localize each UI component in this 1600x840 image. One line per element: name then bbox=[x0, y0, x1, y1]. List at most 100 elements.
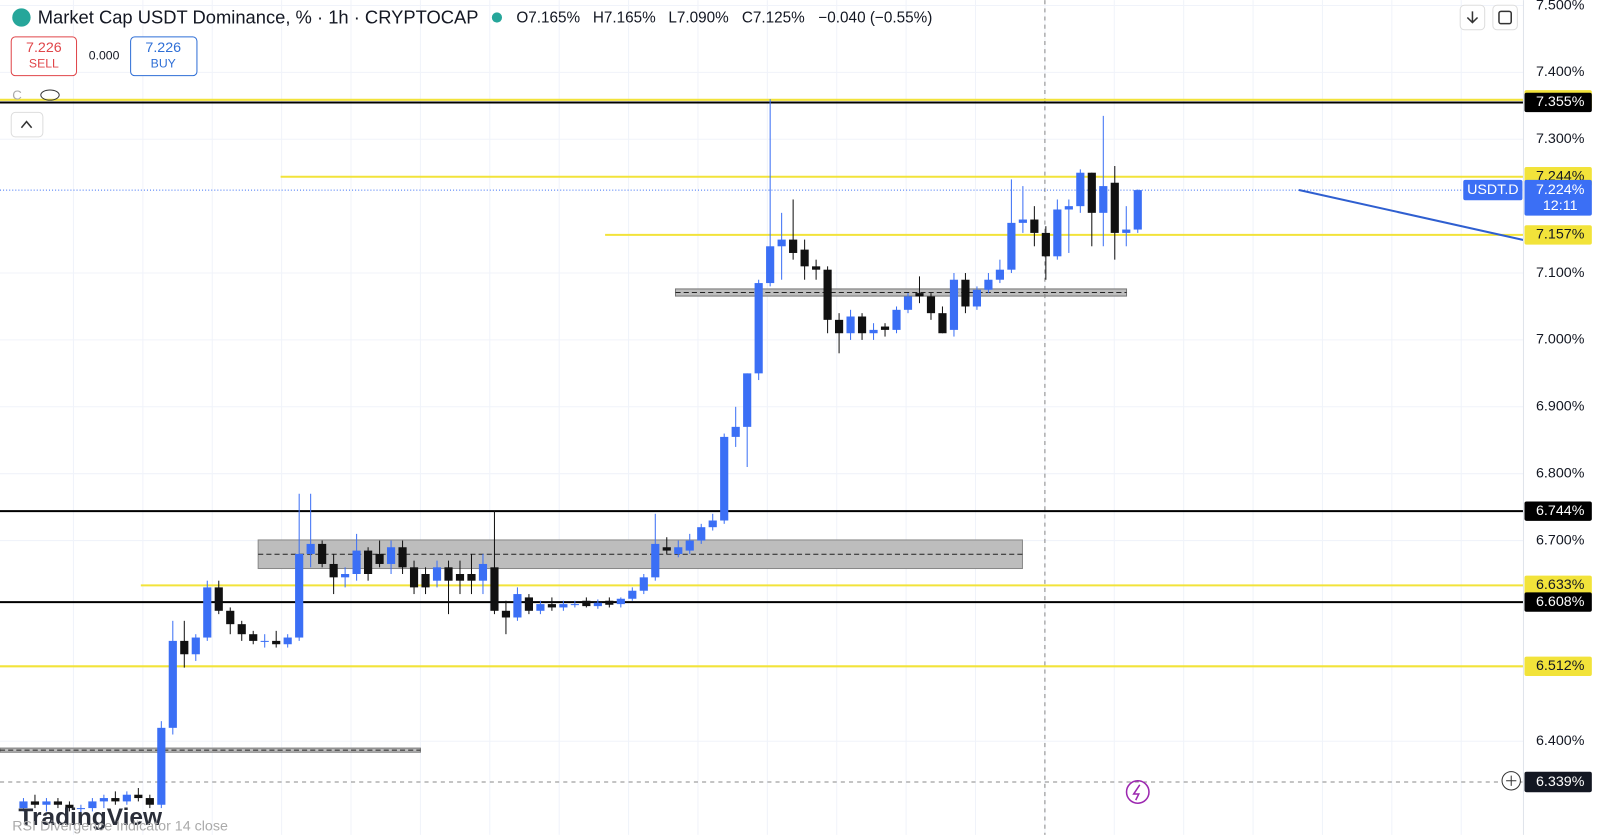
candle-body bbox=[409, 567, 419, 588]
candle-body bbox=[88, 801, 97, 809]
candle-body bbox=[616, 598, 625, 605]
level-label: 7.157% bbox=[1536, 227, 1585, 243]
candle-body bbox=[272, 640, 281, 645]
level-label: 6.633% bbox=[1536, 577, 1585, 593]
collapse-button[interactable] bbox=[10, 111, 44, 138]
candle-body bbox=[938, 313, 947, 334]
candle-body bbox=[892, 309, 901, 330]
candle-body bbox=[605, 600, 614, 605]
candle-body bbox=[1007, 222, 1016, 270]
crosshair-label-box bbox=[1524, 771, 1592, 793]
candle-body bbox=[352, 550, 361, 575]
candle-body bbox=[524, 597, 534, 611]
candle-body bbox=[1053, 209, 1062, 257]
candle-body bbox=[260, 640, 269, 642]
candle-body bbox=[800, 249, 809, 267]
candle-body bbox=[30, 801, 40, 805]
add-icon bbox=[1506, 775, 1517, 786]
candle-body bbox=[708, 520, 717, 528]
candle-body bbox=[662, 547, 671, 551]
fullscreen-button[interactable] bbox=[1492, 4, 1518, 31]
y-tick-label: 7.400% bbox=[1536, 64, 1585, 80]
candle-body bbox=[674, 547, 683, 554]
buy-label: BUY bbox=[151, 57, 176, 71]
candle-body bbox=[1087, 172, 1096, 213]
candle-body bbox=[536, 604, 545, 611]
countdown: 12:11 bbox=[1543, 198, 1578, 214]
price-axis: 7.500% 7.400% 7.300% 7.100% 7.000% 6.900% 6.80… bbox=[1463, 0, 1592, 793]
candle-body bbox=[375, 553, 384, 564]
y-tick-label: 6.400% bbox=[1536, 733, 1585, 749]
candle-body bbox=[593, 602, 602, 607]
level-label: 6.512% bbox=[1536, 658, 1585, 674]
symbol-label: USDT.D bbox=[1467, 182, 1519, 198]
candle-body bbox=[398, 547, 407, 568]
candle-body bbox=[306, 543, 315, 554]
candle-body bbox=[720, 436, 729, 521]
sell-price: 7.226 bbox=[26, 40, 62, 56]
ohlc-low: L7.090% bbox=[668, 10, 729, 27]
last-price-label: 7.224% bbox=[1536, 182, 1585, 198]
y-tick-label: 6.700% bbox=[1536, 532, 1585, 548]
candle-body bbox=[789, 239, 798, 253]
ohlc-open: O7.165% bbox=[516, 10, 580, 27]
candle-body bbox=[19, 801, 28, 809]
candle-body bbox=[191, 637, 200, 655]
chart-title: Market Cap USDT Dominance, % · 1h · CRYP… bbox=[38, 6, 479, 27]
candle-body bbox=[237, 624, 246, 635]
level-label: 6.608% bbox=[1536, 594, 1585, 610]
candle-body bbox=[949, 279, 959, 330]
level-label: 7.355% bbox=[1536, 94, 1585, 110]
candle-body bbox=[53, 801, 63, 805]
y-tick-label: 7.500% bbox=[1536, 0, 1585, 13]
candle-body bbox=[249, 634, 258, 641]
candle-body bbox=[180, 640, 189, 655]
candle-body bbox=[1018, 219, 1027, 223]
y-tick-label: 7.100% bbox=[1536, 265, 1585, 281]
candle-body bbox=[685, 540, 694, 551]
level-label-box bbox=[1524, 656, 1592, 676]
candle-body bbox=[341, 574, 350, 578]
candle-body bbox=[1133, 190, 1142, 230]
candle-body bbox=[214, 587, 223, 611]
candle-body bbox=[386, 547, 396, 564]
candle-body bbox=[547, 604, 556, 608]
candle-body bbox=[295, 553, 304, 638]
buy-button[interactable] bbox=[130, 36, 198, 77]
visibility-icon[interactable] bbox=[40, 89, 60, 101]
y-tick-label: 7.000% bbox=[1536, 332, 1585, 348]
candle-body bbox=[364, 550, 373, 575]
candle-body bbox=[812, 266, 821, 270]
candle-body bbox=[134, 794, 143, 799]
level-label-box bbox=[1524, 592, 1592, 612]
candle-body bbox=[65, 804, 74, 809]
buy-price: 7.226 bbox=[145, 40, 181, 56]
candle-body bbox=[421, 574, 430, 588]
candle-body bbox=[318, 543, 327, 564]
zone bbox=[0, 747, 421, 753]
level-label-box bbox=[1524, 225, 1592, 245]
download-icon bbox=[1466, 11, 1479, 24]
sell-button[interactable] bbox=[10, 36, 78, 77]
indicator-label: C bbox=[12, 88, 22, 103]
candle-body bbox=[1099, 186, 1108, 213]
alert-icon[interactable] bbox=[1125, 780, 1150, 804]
spread: 0.000 bbox=[89, 49, 120, 63]
candle-body bbox=[444, 567, 453, 581]
symbol-box bbox=[1463, 179, 1523, 201]
candle-body bbox=[651, 543, 660, 578]
candle-body bbox=[834, 319, 844, 334]
collapse-icon bbox=[20, 120, 33, 129]
candle-body bbox=[1076, 172, 1085, 207]
candle-body bbox=[766, 246, 775, 284]
ohlc-close: C7.125% bbox=[742, 10, 805, 27]
candle-body bbox=[559, 604, 568, 608]
candle-body bbox=[570, 604, 579, 606]
candle-body bbox=[961, 279, 970, 307]
indicator-name: RSI Divergence Indicator 14 close bbox=[12, 818, 228, 834]
candle-body bbox=[743, 373, 752, 427]
level-label-box bbox=[1524, 501, 1592, 521]
y-tick-label: 6.800% bbox=[1536, 465, 1585, 481]
